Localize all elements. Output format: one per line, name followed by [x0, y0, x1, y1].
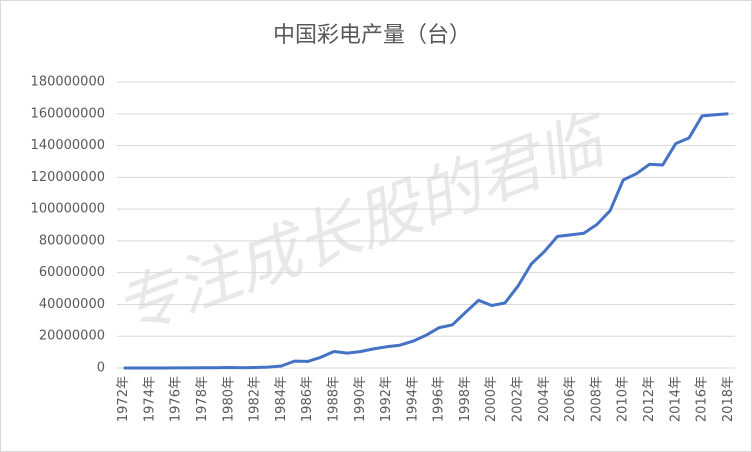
x-tick-label: 1982年: [248, 376, 263, 422]
x-tick-label: 1974年: [142, 376, 157, 422]
x-tick-label: 2010年: [616, 376, 631, 422]
y-tick-label: 140000000: [31, 138, 105, 153]
x-tick-label: 1996年: [432, 376, 447, 422]
x-tick-label: 1992年: [379, 376, 394, 422]
y-tick-label: 160000000: [31, 106, 105, 121]
y-tick-label: 20000000: [39, 329, 105, 344]
x-tick-label: 1998年: [458, 376, 473, 422]
y-tick-label: 0: [97, 361, 105, 376]
x-tick-label: 2012年: [642, 376, 657, 422]
y-tick-label: 40000000: [39, 297, 105, 312]
x-tick-label: 2008年: [589, 376, 604, 422]
x-tick-label: 2018年: [721, 376, 736, 422]
x-tick-label: 2006年: [563, 376, 578, 422]
y-tick-label: 60000000: [39, 265, 105, 280]
x-tick-label: 1984年: [274, 376, 289, 422]
y-tick-label: 100000000: [31, 202, 105, 217]
y-tick-label: 180000000: [31, 75, 105, 90]
x-tick-label: 1976年: [169, 376, 184, 422]
x-tick-label: 1972年: [116, 376, 131, 422]
y-tick-label: 80000000: [39, 233, 105, 248]
x-tick-label: 2000年: [484, 376, 499, 422]
y-tick-label: 120000000: [31, 170, 105, 185]
x-tick-label: 1978年: [195, 376, 210, 422]
chart-title: 中国彩电产量（台）: [273, 23, 471, 48]
x-tick-label: 1980年: [221, 376, 236, 422]
x-tick-label: 2016年: [695, 376, 710, 422]
x-tick-label: 1988年: [326, 376, 341, 422]
x-tick-label: 1990年: [353, 376, 368, 422]
x-tick-label: 2004年: [537, 376, 552, 422]
x-tick-label: 1994年: [405, 376, 420, 422]
series-line: [123, 112, 729, 370]
x-tick-label: 2002年: [511, 376, 526, 422]
x-tick-label: 1986年: [300, 376, 315, 422]
x-tick-label: 2014年: [668, 376, 683, 422]
